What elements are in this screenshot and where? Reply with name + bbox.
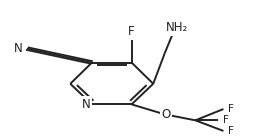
Text: O: O xyxy=(162,108,171,121)
Text: F: F xyxy=(228,104,234,114)
Text: F: F xyxy=(128,25,135,39)
Text: F: F xyxy=(228,126,234,136)
Text: N: N xyxy=(14,42,23,55)
Text: N: N xyxy=(82,98,91,111)
Text: F: F xyxy=(223,115,229,125)
Text: NH₂: NH₂ xyxy=(166,22,189,34)
